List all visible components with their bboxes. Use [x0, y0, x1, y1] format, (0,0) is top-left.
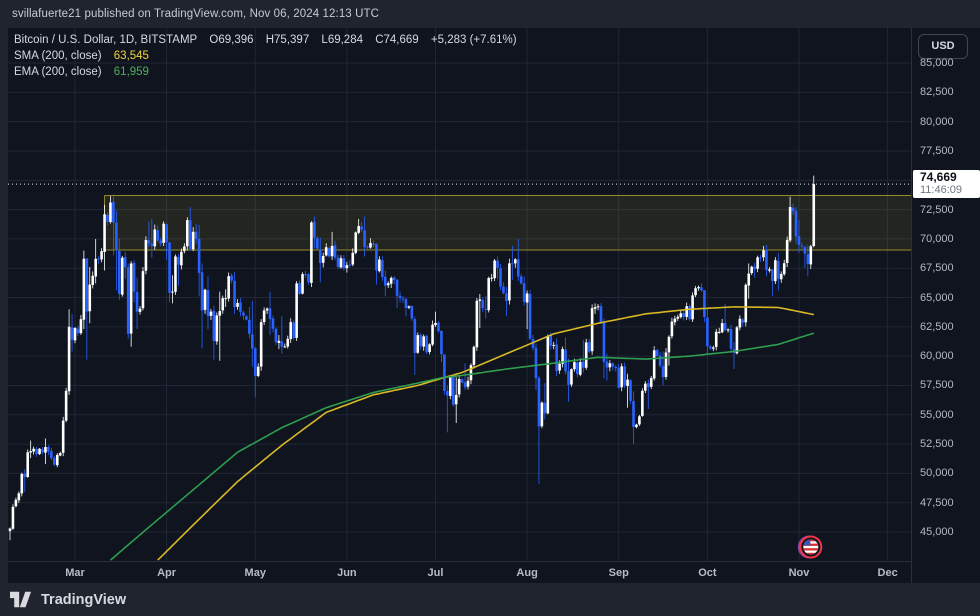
legend-sma-row[interactable]: SMA (200, close) 63,545 [14, 48, 517, 64]
price-tick-label: 62,500 [920, 320, 954, 333]
price-tick-label: 52,500 [920, 438, 954, 451]
published-bar: svillafuerte21 published on TradingView.… [0, 0, 980, 28]
time-tick-label: Jun [337, 567, 357, 579]
published-bar-text: svillafuerte21 published on TradingView.… [12, 8, 380, 20]
symbol-title: Bitcoin / U.S. Dollar, 1D, BITSTAMP [14, 34, 198, 46]
currency-usd-button[interactable]: USD [918, 34, 968, 59]
ema-label: EMA (200, close) [14, 66, 102, 78]
time-tick-label: Sep [608, 567, 629, 579]
price-tick-label: 50,000 [920, 467, 954, 480]
last-price-value: 74,669 [920, 170, 957, 185]
time-tick-label: May [244, 567, 266, 579]
price-tick-label: 67,500 [920, 262, 954, 275]
ohlc-low: L69,284 [321, 34, 363, 46]
price-tick-label: 72,500 [920, 203, 954, 216]
chart-legend: Bitcoin / U.S. Dollar, 1D, BITSTAMP O69,… [14, 32, 517, 80]
price-tick-label: 80,000 [920, 115, 954, 128]
sma-label: SMA (200, close) [14, 50, 102, 62]
price-tick-label: 57,500 [920, 379, 954, 392]
time-tick-label: Dec [877, 567, 898, 579]
time-tick-label: Oct [698, 567, 717, 579]
supply-zone[interactable] [104, 194, 911, 251]
ohlc-high: H75,397 [265, 34, 310, 46]
price-tick-label: 45,000 [920, 526, 954, 538]
price-tick-label: 70,000 [920, 232, 954, 245]
candles-layer[interactable] [8, 175, 816, 541]
time-tick-label: Apr [157, 567, 177, 579]
footer-bar: TradingView [0, 583, 980, 616]
ohlc-close: C74,669 [375, 34, 419, 46]
tradingview-logo-icon [10, 591, 32, 608]
price-tick-label: 77,500 [920, 144, 954, 157]
sma-line[interactable] [157, 306, 814, 561]
sma-value: 63,545 [113, 50, 149, 62]
ema-value: 61,959 [113, 66, 149, 78]
time-tick-label: Jul [427, 567, 444, 579]
price-tick-label: 47,500 [920, 496, 954, 509]
tradingview-brand-text: TradingView [41, 591, 127, 608]
chart-pane[interactable] [8, 28, 911, 561]
price-tick-label: 85,000 [920, 57, 954, 69]
chart-widget[interactable]: Bitcoin / U.S. Dollar, 1D, BITSTAMP O69,… [8, 28, 980, 583]
ema-line[interactable] [109, 332, 815, 561]
price-tick-label: 60,000 [920, 350, 954, 363]
bar-countdown: 11:46:09 [920, 184, 963, 197]
legend-symbol-row[interactable]: Bitcoin / U.S. Dollar, 1D, BITSTAMP O69,… [14, 32, 517, 48]
ohlc-open: O69,396 [209, 34, 254, 46]
price-tick-label: 82,500 [920, 86, 954, 99]
time-axis[interactable]: Mar Apr May Jun Jul Aug Sep Oct Nov Dec [8, 561, 911, 583]
ohlc-change: +5,283 (+7.61%) [430, 34, 517, 46]
time-tick-label: Mar [65, 567, 85, 579]
last-price-label: 74,669 11:46:09 [913, 170, 980, 199]
time-tick-label: Aug [516, 567, 538, 579]
price-tick-label: 55,000 [920, 408, 954, 421]
price-tick-label: 65,000 [920, 291, 954, 304]
tradingview-link[interactable]: TradingView [10, 590, 126, 609]
time-tick-label: Nov [788, 567, 810, 579]
legend-ema-row[interactable]: EMA (200, close) 61,959 [14, 64, 517, 80]
price-axis[interactable]: USD 85,00082,50080,00077,50075,00072,500… [911, 28, 980, 583]
grid-lines [8, 28, 911, 561]
event-marker-us-flag-icon[interactable] [797, 535, 823, 559]
